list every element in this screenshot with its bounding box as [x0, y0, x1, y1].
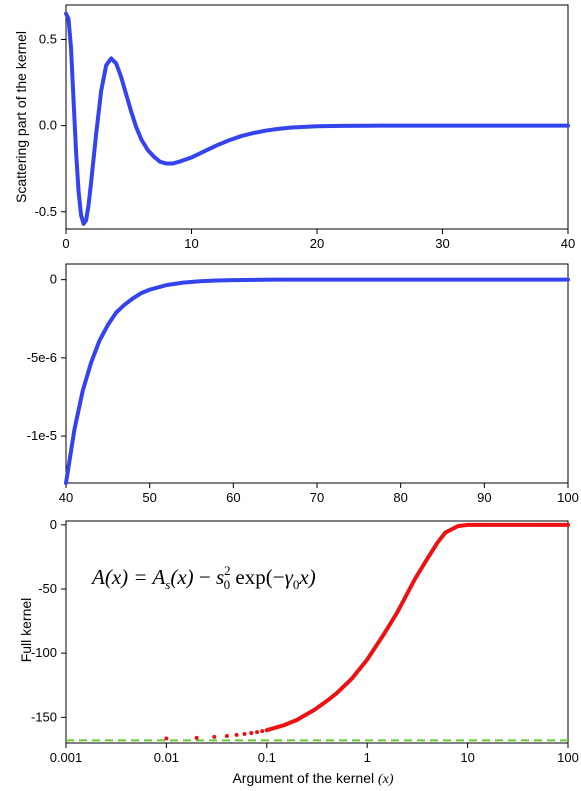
kernel-point [255, 730, 260, 735]
y-tick-label: -100 [31, 645, 57, 660]
kernel-point [234, 732, 239, 737]
y-tick-label: -5e-6 [27, 350, 57, 365]
x-tick-label: 70 [310, 490, 324, 505]
x-tick-label: 0.01 [154, 750, 179, 765]
panel-full-kernel: 0.001 0.01 0.1 1 10 100 0 -50 -100 -150 Full kern… [18, 517, 579, 787]
panel1-ylabel: Scattering part of the kernel [13, 31, 29, 203]
full-kernel-line [264, 522, 570, 733]
y-tick-label: 0 [50, 517, 57, 532]
y-tick-label: 0.5 [39, 31, 57, 46]
y-tick-label: -150 [31, 709, 57, 724]
panel2-frame [65, 263, 569, 484]
panel1-frame [65, 4, 569, 230]
x-tick-label: 0.001 [50, 750, 83, 765]
x-tick-label: 100 [557, 490, 579, 505]
y-tick-label: 0 [50, 272, 57, 287]
x-tick-label: 80 [393, 490, 407, 505]
kernel-point [260, 729, 265, 734]
x-tick-label: 50 [142, 490, 156, 505]
y-tick-label: -50 [38, 581, 57, 596]
x-tick-label: 20 [310, 236, 324, 251]
kernel-point [249, 730, 254, 735]
x-tick-label: 60 [226, 490, 240, 505]
tail-kernel-line [64, 277, 570, 485]
panel3-xlabel: Argument of the kernel (x) [232, 770, 393, 787]
y-tick-label: -1e-5 [27, 428, 57, 443]
kernel-point [164, 736, 169, 741]
x-tick-label: 0.1 [258, 750, 276, 765]
kernel-point [242, 732, 247, 737]
panel3-frame [65, 520, 569, 744]
x-tick-label: 90 [477, 490, 491, 505]
kernel-point [194, 735, 199, 740]
x-tick-label: 0 [62, 236, 69, 251]
kernel-point [212, 734, 217, 739]
x-tick-label: 10 [460, 750, 474, 765]
kernel-equation: A(x) = As(x) − s2 0 exp(−γ0x) [90, 563, 316, 592]
x-tick-label: 40 [561, 236, 575, 251]
x-tick-label: 10 [184, 236, 198, 251]
y-tick-label: 0.0 [39, 118, 57, 133]
panel3-ylabel: Full kernel [18, 598, 34, 663]
kernel-point [224, 733, 229, 738]
panel-tail: 40 50 60 70 80 90 100 0 -5e-6 -1e-5 [27, 263, 579, 505]
x-tick-label: 30 [435, 236, 449, 251]
panel-scattering: 0 10 20 30 40 0.5 0.0 -0.5 Scattering part of t… [13, 4, 575, 251]
scattering-kernel-line [64, 11, 570, 226]
x-tick-label: 100 [557, 750, 579, 765]
x-tick-label: 1 [364, 750, 371, 765]
x-tick-label: 40 [59, 490, 73, 505]
y-tick-label: -0.5 [35, 204, 57, 219]
